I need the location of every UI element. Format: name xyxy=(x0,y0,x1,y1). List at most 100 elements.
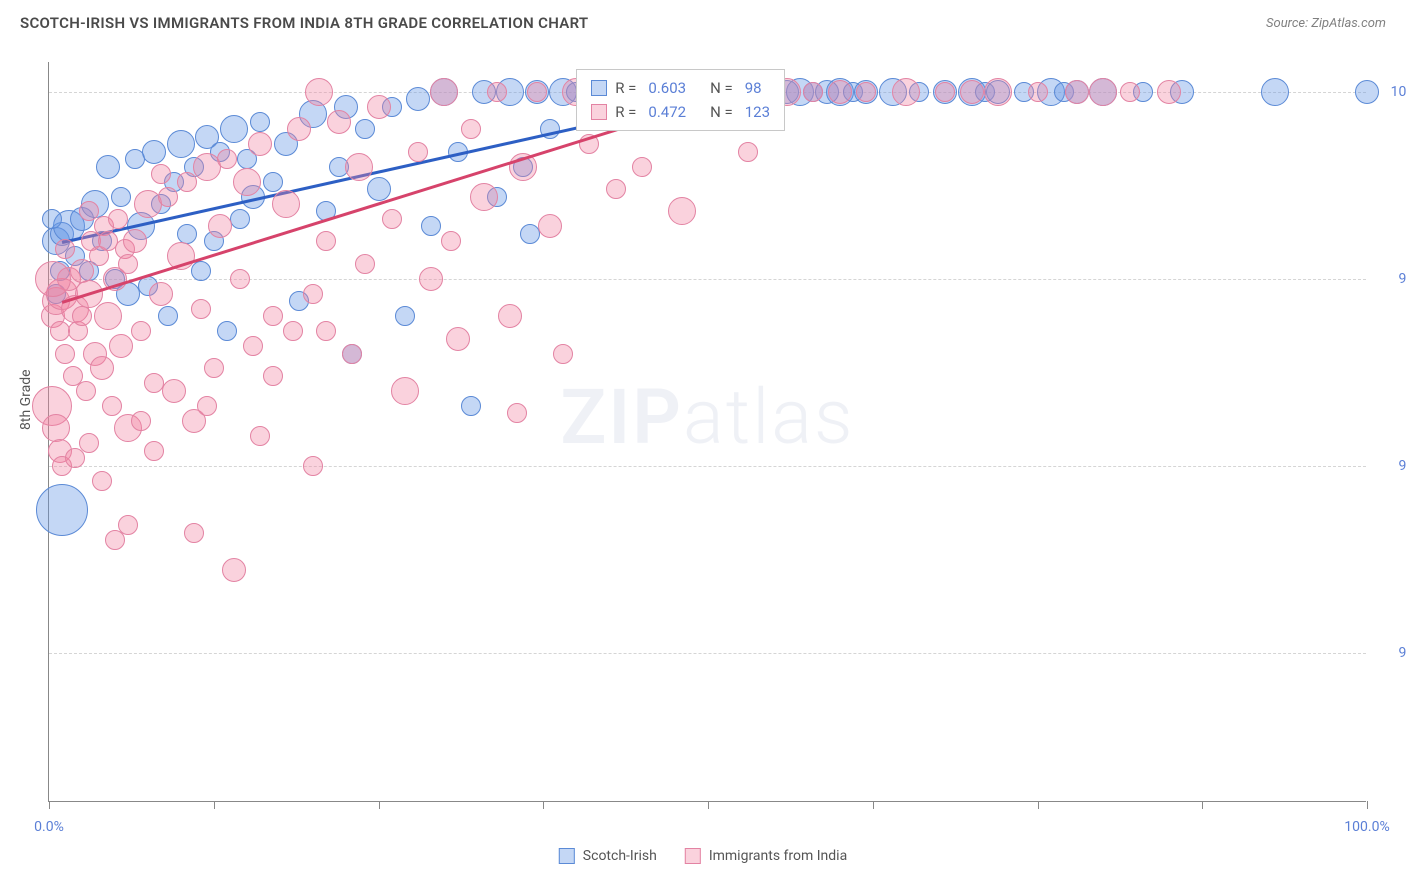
data-point xyxy=(230,269,250,289)
data-point xyxy=(1157,80,1181,104)
data-point xyxy=(55,239,75,259)
data-point xyxy=(220,115,248,143)
data-point xyxy=(391,377,419,405)
data-point xyxy=(191,299,211,319)
data-point xyxy=(243,336,263,356)
data-point xyxy=(461,119,481,139)
data-point xyxy=(167,130,195,158)
data-point xyxy=(250,426,270,446)
data-point xyxy=(144,441,164,461)
data-point xyxy=(345,153,373,181)
data-point xyxy=(94,302,122,330)
data-point xyxy=(507,403,527,423)
data-point xyxy=(177,172,197,192)
r-label: R = xyxy=(615,76,636,100)
data-point xyxy=(287,117,311,141)
data-point xyxy=(1355,80,1379,104)
data-point xyxy=(470,183,498,211)
data-point xyxy=(263,366,283,386)
data-point xyxy=(1065,80,1089,104)
data-point xyxy=(98,231,118,251)
watermark-bold: ZIP xyxy=(560,372,683,462)
data-point xyxy=(191,261,211,281)
n-value: 123 xyxy=(745,100,770,124)
ytick-label: 95.0% xyxy=(1376,458,1406,474)
xtick xyxy=(708,801,709,809)
data-point xyxy=(96,155,120,179)
data-point xyxy=(303,284,323,304)
legend-swatch xyxy=(591,80,607,96)
data-point xyxy=(50,321,70,341)
data-point xyxy=(342,344,362,364)
data-point xyxy=(208,214,232,238)
data-point xyxy=(984,78,1012,106)
watermark: ZIPatlas xyxy=(560,372,854,462)
ytick-label: 92.5% xyxy=(1376,645,1406,661)
xtick xyxy=(49,801,50,809)
data-point xyxy=(263,306,283,326)
legend-item-2: Immigrants from India xyxy=(685,848,847,864)
data-point xyxy=(355,254,375,274)
data-point xyxy=(76,381,96,401)
legend-swatch-1 xyxy=(559,848,575,864)
data-point xyxy=(149,282,173,306)
data-point xyxy=(184,523,204,543)
data-point xyxy=(118,254,138,274)
data-point xyxy=(367,95,391,119)
data-point xyxy=(90,356,114,380)
n-value: 98 xyxy=(745,76,762,100)
ytick-label: 100.0% xyxy=(1376,84,1406,100)
ytick-label: 97.5% xyxy=(1376,271,1406,287)
xtick xyxy=(1367,801,1368,809)
data-point xyxy=(42,209,62,229)
data-point xyxy=(1028,82,1048,102)
data-point xyxy=(144,373,164,393)
data-point xyxy=(55,344,75,364)
data-point xyxy=(79,201,99,221)
n-label: N = xyxy=(710,100,733,124)
data-point xyxy=(158,187,178,207)
data-point xyxy=(131,321,151,341)
data-point xyxy=(151,164,171,184)
data-point xyxy=(217,321,237,341)
data-point xyxy=(109,334,133,358)
data-point xyxy=(92,471,112,491)
data-point xyxy=(538,214,562,238)
data-point xyxy=(35,261,71,297)
n-label: N = xyxy=(710,76,733,100)
data-point xyxy=(197,396,217,416)
xtick xyxy=(1202,801,1203,809)
data-point xyxy=(131,411,151,431)
data-point xyxy=(123,229,147,253)
data-point xyxy=(217,149,237,169)
data-point xyxy=(738,142,758,162)
data-point xyxy=(177,224,197,244)
data-point xyxy=(108,209,128,229)
r-value: 0.472 xyxy=(648,100,686,124)
data-point xyxy=(487,82,507,102)
data-point xyxy=(204,358,224,378)
data-point xyxy=(421,216,441,236)
data-point xyxy=(419,267,443,291)
data-point xyxy=(395,306,415,326)
stats-legend-row: R = 0.603 N = 98 xyxy=(591,76,770,100)
legend-item-1: Scotch-Irish xyxy=(559,848,657,864)
data-point xyxy=(327,110,351,134)
data-point xyxy=(316,321,336,341)
data-point xyxy=(892,78,920,106)
r-value: 0.603 xyxy=(648,76,686,100)
data-point xyxy=(158,306,178,326)
data-point xyxy=(305,78,333,106)
data-point xyxy=(461,396,481,416)
legend-label-1: Scotch-Irish xyxy=(583,848,657,864)
data-point xyxy=(36,484,88,536)
data-point xyxy=(606,179,626,199)
stats-legend: R = 0.603 N = 98R = 0.472 N = 123 xyxy=(576,69,785,131)
data-point xyxy=(553,344,573,364)
data-point xyxy=(960,80,984,104)
data-point xyxy=(803,82,823,102)
xtick xyxy=(1038,801,1039,809)
data-point xyxy=(303,456,323,476)
xtick-label: 0.0% xyxy=(34,819,64,835)
data-point xyxy=(828,80,852,104)
